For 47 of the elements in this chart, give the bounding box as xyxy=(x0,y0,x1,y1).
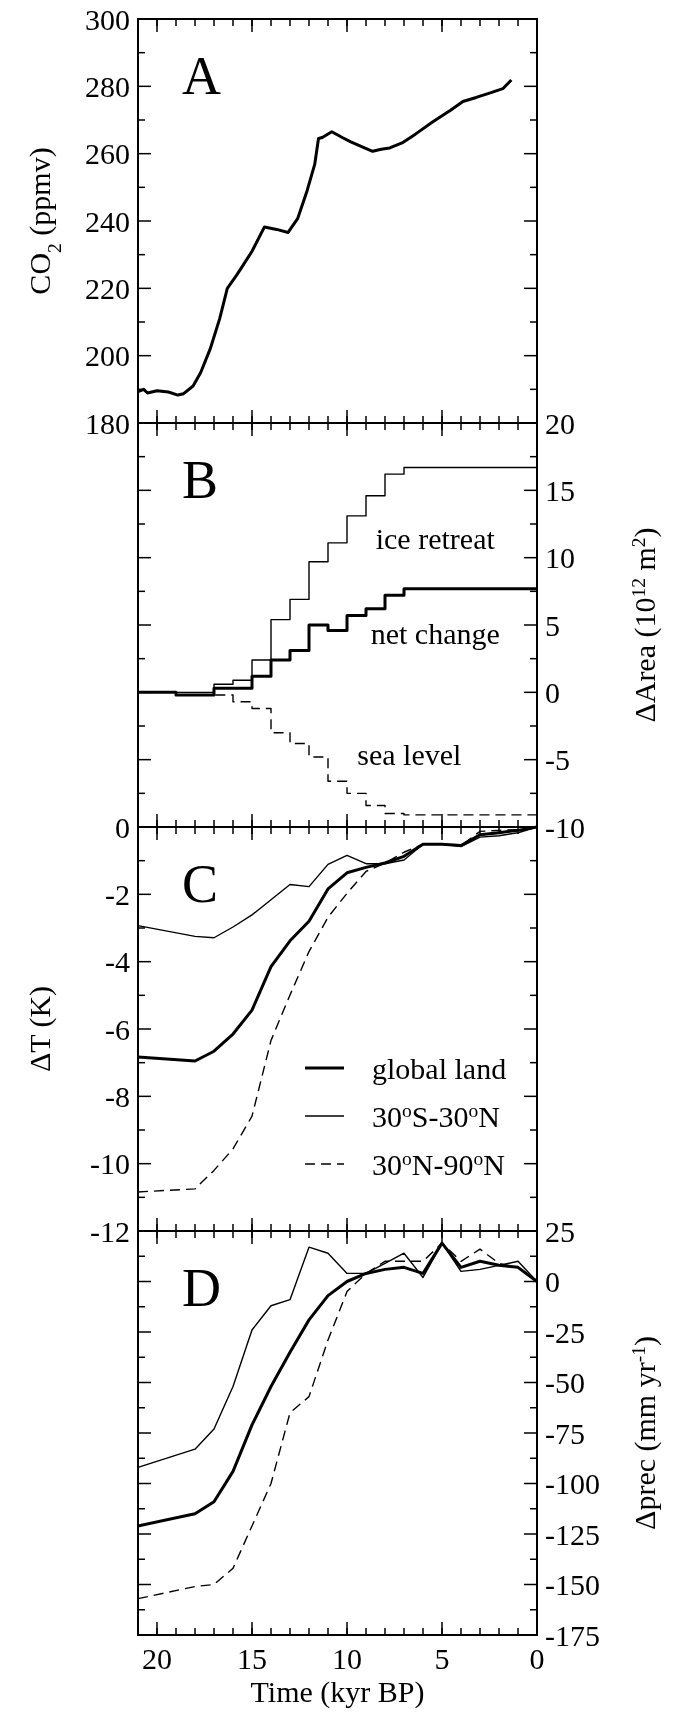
y2-tick-label: -175 xyxy=(545,1618,600,1652)
legend-label: 30$^{o}$N-90$^{o}$N xyxy=(372,1147,505,1181)
y2-tick-label: -5 xyxy=(545,743,570,777)
annotation: net change xyxy=(370,617,500,651)
y-tick-label: -12 xyxy=(90,1214,130,1248)
y2-tick-label: -75 xyxy=(545,1416,585,1450)
annotation: sea level xyxy=(357,738,462,772)
y-tick-label: 300 xyxy=(85,2,130,36)
annotation: ice retreat xyxy=(375,522,496,556)
y-tick-label: 200 xyxy=(85,339,130,373)
y-tick-label: -10 xyxy=(90,1147,130,1181)
text: A xyxy=(182,46,221,106)
legend-label: global land xyxy=(372,1051,507,1085)
x-tick-label: 5 xyxy=(434,1642,450,1675)
legend-label: 30$^{o}$S-30$^{o}$N xyxy=(372,1099,500,1133)
y2-tick-label: 0 xyxy=(545,675,560,709)
y-tick-label: -4 xyxy=(105,945,130,979)
y-tick-label: 260 xyxy=(85,137,130,171)
text: C xyxy=(182,854,219,914)
y-tick-label: -6 xyxy=(105,1012,130,1046)
y2-tick-label: -100 xyxy=(545,1467,600,1500)
x-axis-title: Time (kyr BP) xyxy=(250,1675,425,1709)
y2-tick-label: -50 xyxy=(545,1366,585,1399)
y2-tick-label: 20 xyxy=(545,406,575,440)
x-tick-label: 0 xyxy=(529,1642,545,1675)
y2-tick-label: -150 xyxy=(545,1568,600,1601)
text: B xyxy=(182,450,219,510)
y-tick-label: 0 xyxy=(115,810,130,844)
y2-tick-label: -125 xyxy=(545,1517,600,1551)
y2-tick-label: 10 xyxy=(545,541,575,575)
y-tick-label: -2 xyxy=(105,877,130,911)
y-tick-label: 240 xyxy=(85,204,130,238)
y2-tick-label: -10 xyxy=(545,810,585,844)
y-tick-label: 180 xyxy=(85,406,130,440)
y2-tick-label: 5 xyxy=(545,608,560,642)
y2-tick-label: 0 xyxy=(545,1265,560,1298)
x-tick-label: 20 xyxy=(142,1642,172,1675)
y-tick-label: 280 xyxy=(85,69,130,103)
y-axis-title: ΔT (K) xyxy=(23,985,57,1073)
x-tick-label: 15 xyxy=(237,1642,267,1675)
y2-tick-label: 15 xyxy=(545,473,575,507)
x-tick-label: 10 xyxy=(332,1642,362,1675)
text: D xyxy=(182,1258,221,1318)
y-tick-label: -8 xyxy=(105,1079,130,1113)
y2-tick-label: -25 xyxy=(545,1315,585,1349)
y2-tick-label: 25 xyxy=(545,1214,575,1248)
y-tick-label: 220 xyxy=(85,271,130,305)
